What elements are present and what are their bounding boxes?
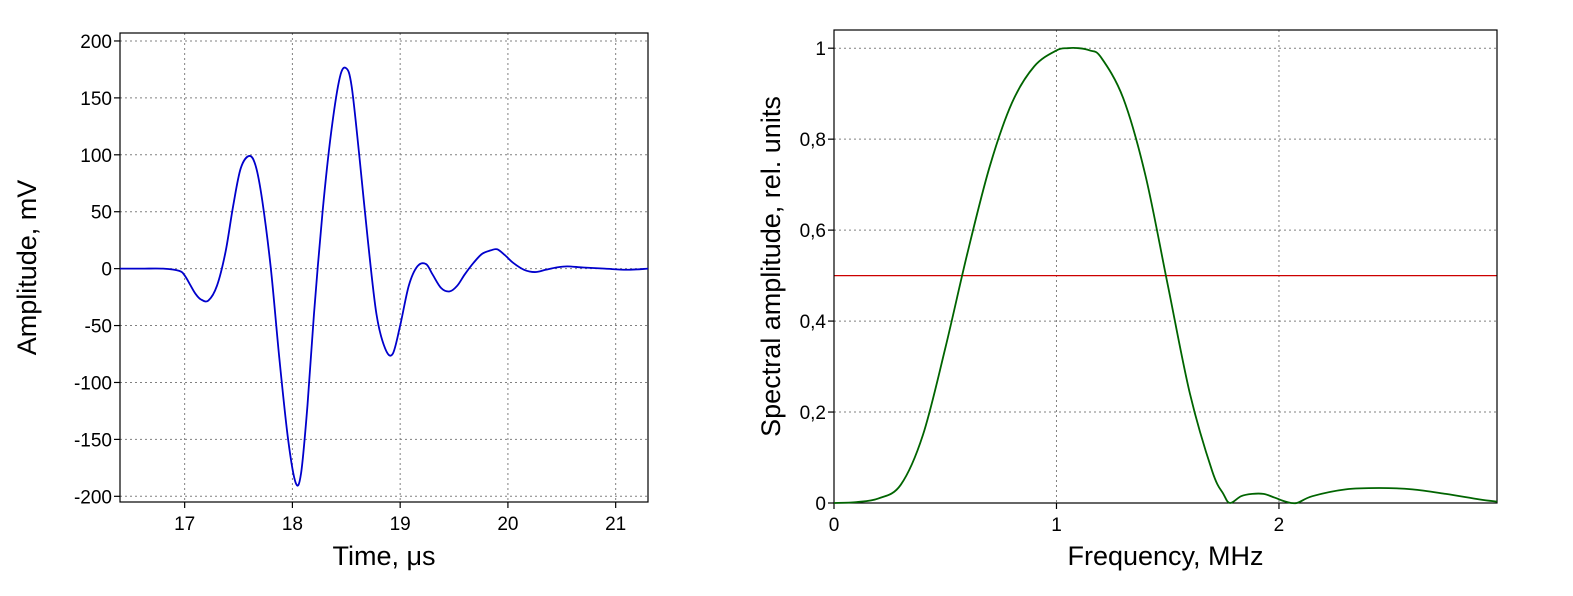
- time-chart-frame: [119, 32, 649, 503]
- spectrum-chart-ticks: 0 1 2 0 0,2 0,4 0,6 0,8 1: [800, 39, 1285, 536]
- time-signal-chart: 17 18 19 20 21 200 150 100 50 0 -50 -100 -150 -200 Ti…: [12, 32, 649, 571]
- time-x-tick-label: 20: [497, 514, 518, 535]
- spectrum-y-tick-label: 1: [815, 39, 826, 60]
- spectrum-y-tick-label: 0,6: [800, 221, 826, 242]
- time-x-tick-label: 21: [605, 514, 626, 535]
- time-y-tick-label: -100: [74, 373, 112, 394]
- time-y-tick-label: -50: [85, 317, 112, 338]
- time-y-tick-label: -150: [74, 430, 112, 451]
- time-y-axis-label: Amplitude, mV: [12, 180, 42, 356]
- time-x-tick-label: 18: [282, 514, 303, 535]
- spectrum-x-tick-label: 2: [1274, 515, 1285, 536]
- time-y-tick-label: 0: [101, 260, 112, 281]
- spectrum-y-tick-label: 0,2: [800, 403, 826, 424]
- time-x-tick-label: 17: [174, 514, 195, 535]
- spectrum-series-line: [833, 47, 1498, 505]
- time-y-tick-label: 100: [80, 146, 112, 167]
- spectrum-y-axis-label: Spectral amplitude, rel. units: [756, 96, 786, 437]
- spectrum-y-tick-label: 0: [815, 494, 826, 515]
- time-y-tick-label: 150: [80, 89, 112, 110]
- time-series-line: [119, 66, 649, 487]
- spectrum-x-tick-label: 1: [1051, 515, 1062, 536]
- spectrum-chart-frame: [833, 29, 1498, 504]
- frequency-x-axis-label: Frequency, MHz: [1067, 541, 1263, 571]
- time-chart-ticks: 17 18 19 20 21 200 150 100 50 0 -50 -100 -150 -200: [74, 32, 626, 535]
- spectrum-chart: 0 1 2 0 0,2 0,4 0,6 0,8 1 Frequency, MHz Spectra…: [756, 29, 1498, 571]
- time-y-tick-label: 50: [91, 203, 112, 224]
- spectrum-y-tick-label: 0,4: [800, 312, 827, 333]
- time-chart-series: [119, 66, 649, 487]
- time-x-tick-label: 19: [390, 514, 411, 535]
- spectrum-chart-grid: [834, 30, 1497, 503]
- spectrum-x-tick-label: 0: [829, 515, 840, 536]
- time-y-tick-label: 200: [80, 32, 112, 53]
- spectrum-y-tick-label: 0,8: [800, 130, 826, 151]
- spectrum-chart-series: [833, 47, 1498, 505]
- time-y-tick-label: -200: [74, 487, 112, 508]
- time-x-axis-label: Time, μs: [332, 541, 435, 571]
- time-chart-grid: [120, 33, 648, 502]
